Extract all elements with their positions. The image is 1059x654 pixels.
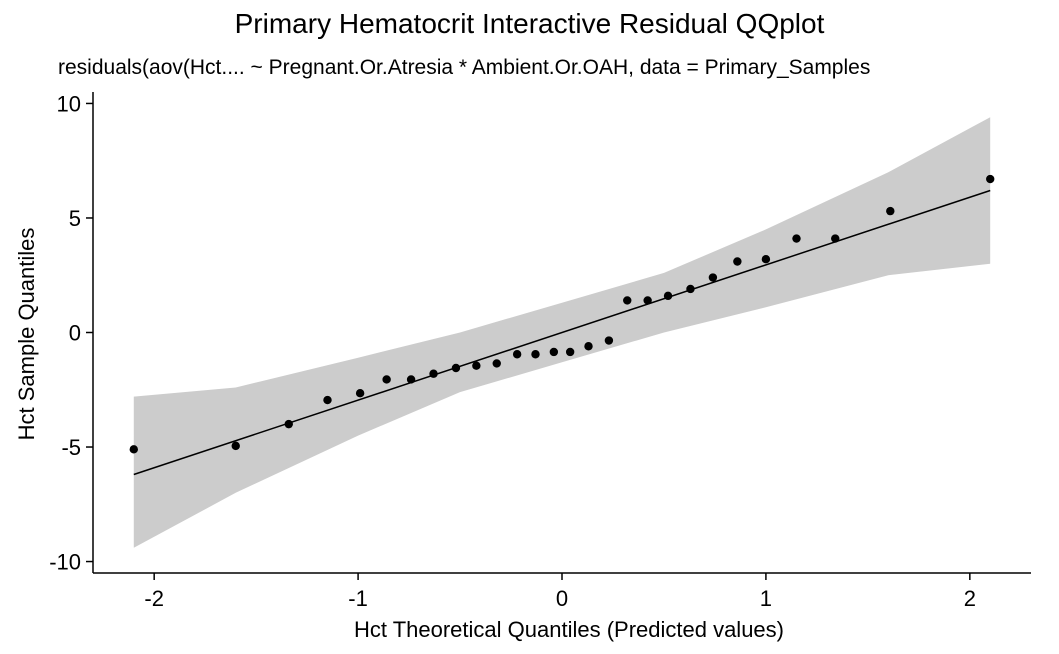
y-tick-label: -10 bbox=[49, 550, 81, 575]
data-point bbox=[355, 388, 365, 398]
data-point bbox=[686, 284, 695, 294]
chart-title: Primary Hematocrit Interactive Residual … bbox=[234, 8, 825, 39]
y-tick-label: 5 bbox=[69, 206, 81, 231]
data-point bbox=[663, 291, 673, 301]
data-point bbox=[531, 350, 540, 359]
data-point bbox=[643, 296, 652, 305]
data-point bbox=[792, 234, 801, 243]
reference-line bbox=[133, 189, 991, 476]
reference-line-layer bbox=[133, 189, 991, 476]
data-point bbox=[451, 363, 461, 373]
data-point bbox=[284, 419, 293, 429]
data-point bbox=[986, 174, 995, 184]
data-point bbox=[129, 445, 138, 454]
x-tick-label: 1 bbox=[760, 586, 772, 611]
data-point bbox=[623, 296, 632, 305]
data-point bbox=[733, 257, 742, 266]
data-point bbox=[512, 350, 522, 359]
data-point bbox=[761, 255, 771, 264]
data-point bbox=[708, 273, 718, 282]
data-point bbox=[429, 369, 438, 378]
data-point bbox=[406, 375, 416, 384]
x-tick-label: -2 bbox=[144, 586, 164, 611]
data-point bbox=[584, 342, 593, 351]
data-point bbox=[472, 361, 481, 370]
data-point bbox=[886, 206, 895, 216]
data-point bbox=[549, 347, 559, 357]
y-tick-label: 10 bbox=[57, 91, 81, 116]
y-tick-label: -5 bbox=[61, 435, 81, 460]
y-tick-label: 0 bbox=[69, 321, 81, 346]
data-point bbox=[231, 441, 240, 451]
data-point bbox=[565, 347, 575, 357]
y-axis-title: Hct Sample Quantiles bbox=[14, 228, 39, 441]
points-layer bbox=[129, 174, 995, 454]
data-point bbox=[492, 359, 501, 368]
data-point bbox=[831, 234, 840, 243]
data-point bbox=[382, 375, 391, 384]
x-tick-label: 0 bbox=[556, 586, 568, 611]
x-axis-title: Hct Theoretical Quantiles (Predicted val… bbox=[354, 617, 784, 642]
data-point bbox=[323, 395, 332, 405]
x-tick-label: 2 bbox=[964, 586, 976, 611]
chart-subtitle: residuals(aov(Hct.... ~ Pregnant.Or.Atre… bbox=[58, 56, 871, 79]
data-point bbox=[604, 336, 614, 345]
x-tick-label: -1 bbox=[348, 586, 368, 611]
